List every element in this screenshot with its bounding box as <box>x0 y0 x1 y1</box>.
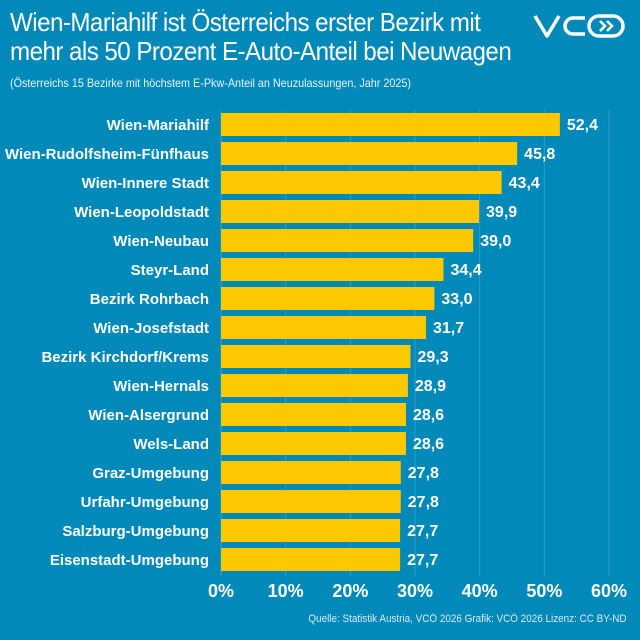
category-label: Graz-Umgebung <box>92 465 209 482</box>
value-label: 52,4 <box>567 117 598 134</box>
bar <box>221 113 560 136</box>
chart-title: Wien-Mariahilf ist Österreichs erster Be… <box>10 7 512 66</box>
value-label: 39,0 <box>480 233 511 250</box>
category-label: Wien-Neubau <box>113 233 209 250</box>
value-label: 27,7 <box>407 552 438 569</box>
vco-logo <box>533 14 625 38</box>
category-label: Wien-Leopoldstadt <box>74 204 209 221</box>
value-label: 45,8 <box>524 146 555 163</box>
category-label: Urfahr-Umgebung <box>81 494 209 511</box>
bar <box>221 345 411 368</box>
bar <box>221 490 401 513</box>
category-label: Steyr-Land <box>131 262 209 279</box>
category-label: Wien-Rudolfsheim-Fünfhaus <box>5 146 209 163</box>
bar <box>221 171 502 194</box>
x-tick-label: 50% <box>526 581 562 601</box>
category-label: Wien-Josefstadt <box>93 320 209 337</box>
bar <box>221 229 474 252</box>
title-line-2: mehr als 50 Prozent E-Auto-Anteil bei Ne… <box>10 36 512 66</box>
category-label: Bezirk Kirchdorf/Krems <box>41 349 209 366</box>
x-tick-label: 30% <box>397 581 433 601</box>
value-label: 31,7 <box>433 320 464 337</box>
category-label: Eisenstadt-Umgebung <box>50 552 209 569</box>
value-label: 29,3 <box>417 349 448 366</box>
bar <box>221 142 518 165</box>
category-label: Wien-Alsergrund <box>88 407 209 424</box>
bar <box>221 316 426 339</box>
value-label: 28,6 <box>413 436 444 453</box>
x-tick-label: 0% <box>208 581 234 601</box>
value-label: 27,7 <box>407 523 438 540</box>
category-label: Bezirk Rohrbach <box>90 291 209 308</box>
x-tick-label: 40% <box>462 581 498 601</box>
value-label: 27,8 <box>408 494 439 511</box>
value-label: 27,8 <box>408 465 439 482</box>
bar <box>221 258 444 281</box>
category-label: Wien-Mariahilf <box>107 117 210 134</box>
value-label: 39,9 <box>486 204 517 221</box>
x-tick-label: 10% <box>268 581 304 601</box>
source-note: Quelle: Statistik Austria, VCÖ 2026 Graf… <box>308 613 627 625</box>
value-label: 28,6 <box>413 407 444 424</box>
value-label: 28,9 <box>415 378 446 395</box>
value-label: 33,0 <box>441 291 472 308</box>
x-tick-label: 60% <box>591 581 627 601</box>
value-label: 34,4 <box>450 262 481 279</box>
category-label: Salzburg-Umgebung <box>62 523 209 540</box>
bar <box>221 200 480 223</box>
bar <box>221 519 401 542</box>
bar <box>221 403 406 426</box>
category-label: Wien-Hernals <box>113 378 209 395</box>
x-tick-label: 20% <box>332 581 368 601</box>
bar <box>221 461 401 484</box>
bar <box>221 287 435 310</box>
value-label: 43,4 <box>509 175 540 192</box>
bar <box>221 548 401 571</box>
title-line-1: Wien-Mariahilf ist Österreichs erster Be… <box>10 7 481 37</box>
bar <box>221 432 406 455</box>
category-label: Wels-Land <box>133 436 209 453</box>
chart-subtitle: (Österreichs 15 Bezirke mit höchstem E-P… <box>10 76 411 90</box>
bar <box>221 374 408 397</box>
category-label: Wien-Innere Stadt <box>82 175 209 192</box>
